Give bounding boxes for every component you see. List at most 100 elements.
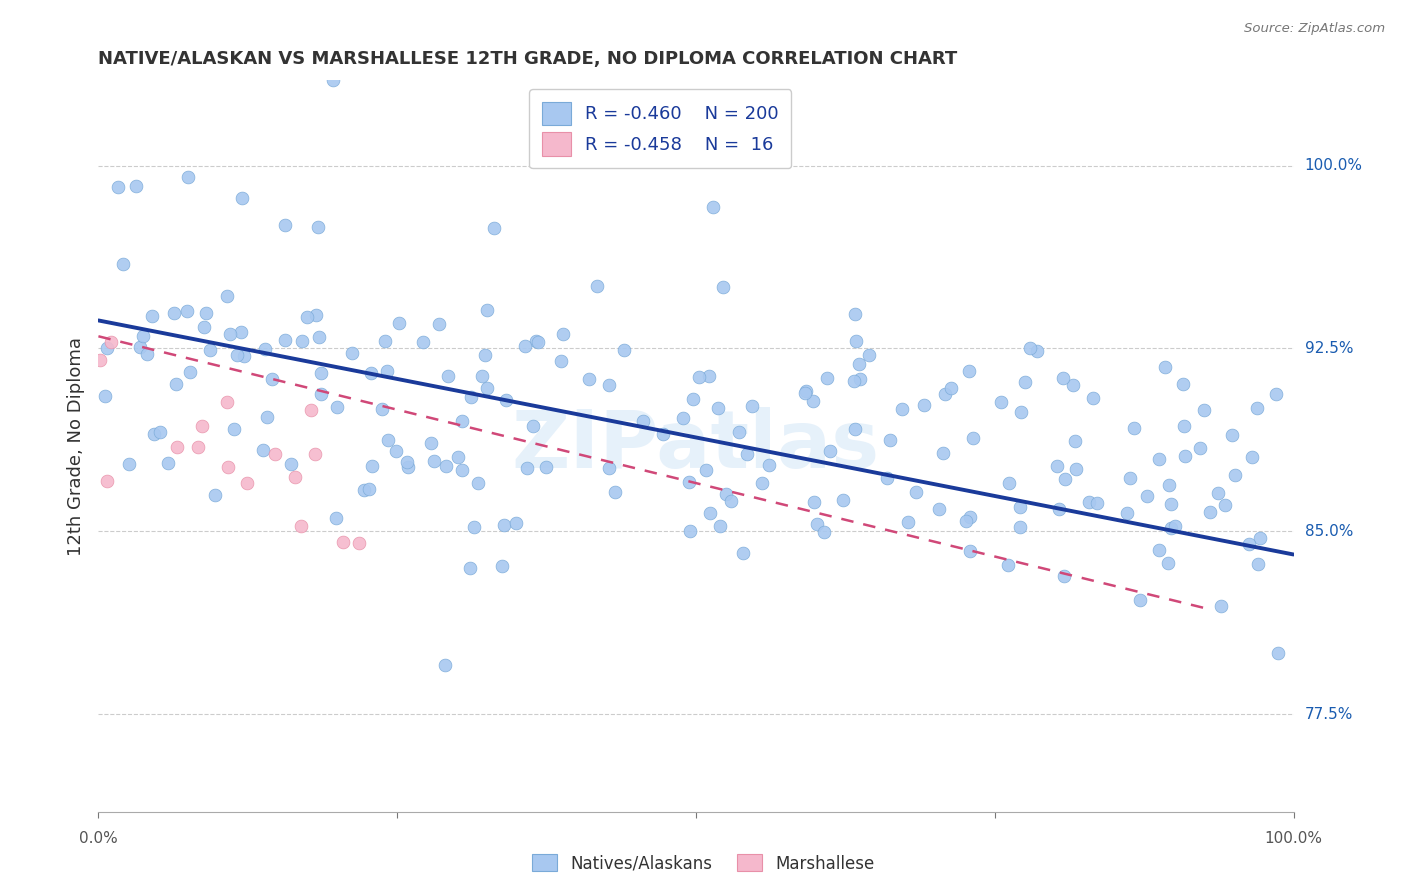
Point (1192, 403, 1215, 417)
Point (1223, 468, 1246, 483)
Point (100, 334, 122, 349)
Point (731, 546, 754, 560)
Point (1010, 405, 1032, 419)
Point (815, 371, 838, 385)
Point (912, 398, 935, 412)
Point (305, 308, 328, 322)
Point (198, 343, 221, 357)
Point (256, 409, 278, 424)
Point (377, 433, 399, 447)
Point (423, 453, 446, 467)
Point (447, 450, 470, 464)
Point (231, 325, 253, 339)
Point (290, 519, 312, 533)
Point (735, 448, 758, 462)
Point (1174, 450, 1197, 464)
Point (460, 390, 482, 404)
Point (311, 387, 333, 401)
Point (156, 456, 179, 470)
Point (1008, 500, 1031, 515)
Point (225, 348, 247, 362)
Point (215, 395, 238, 409)
Point (1159, 478, 1181, 492)
Point (990, 395, 1012, 409)
Point (1147, 543, 1170, 558)
Point (598, 378, 620, 392)
Text: 100.0%: 100.0% (1264, 831, 1323, 847)
Point (1160, 521, 1182, 535)
Point (374, 334, 396, 348)
Point (326, 400, 349, 414)
Point (1077, 495, 1099, 509)
Point (284, 470, 307, 484)
Point (1237, 537, 1260, 551)
Point (932, 446, 955, 460)
Point (845, 334, 868, 348)
Point (1198, 505, 1220, 519)
Y-axis label: 12th Grade, No Diploma: 12th Grade, No Diploma (66, 336, 84, 556)
Point (1019, 341, 1042, 355)
Point (527, 334, 550, 349)
Point (96, 474, 118, 488)
Point (858, 348, 880, 362)
Point (299, 403, 322, 417)
Point (1157, 556, 1180, 570)
Point (939, 382, 962, 396)
Point (793, 386, 815, 401)
Point (1064, 462, 1087, 476)
Point (1173, 419, 1195, 434)
Point (222, 421, 245, 435)
Point (359, 482, 381, 496)
Point (1267, 646, 1289, 660)
Text: 0.0%: 0.0% (79, 831, 118, 847)
Point (1189, 441, 1212, 455)
Point (94, 389, 117, 403)
Point (997, 558, 1019, 573)
Point (905, 485, 928, 500)
Point (280, 457, 302, 471)
Point (118, 457, 141, 471)
Point (482, 221, 505, 235)
Point (128, 340, 150, 354)
Point (813, 525, 835, 540)
Point (360, 458, 382, 473)
Text: NATIVE/ALASKAN VS MARSHALLESE 12TH GRADE, NO DIPLOMA CORRELATION CHART: NATIVE/ALASKAN VS MARSHALLESE 12TH GRADE… (98, 50, 957, 68)
Point (758, 458, 780, 473)
Point (176, 169, 198, 184)
Point (1053, 473, 1076, 487)
Point (959, 543, 981, 558)
Point (193, 319, 215, 334)
Point (1136, 489, 1159, 503)
Point (125, 179, 148, 194)
Point (131, 329, 153, 343)
Point (695, 463, 717, 477)
Point (219, 327, 242, 342)
Point (707, 401, 730, 416)
Point (340, 346, 363, 360)
Point (848, 357, 870, 371)
Point (522, 419, 544, 434)
Point (505, 516, 527, 530)
Point (1122, 421, 1144, 435)
Point (204, 488, 226, 502)
Point (586, 279, 609, 293)
Point (844, 422, 866, 436)
Text: 77.5%: 77.5% (1305, 706, 1353, 722)
Point (513, 338, 536, 352)
Point (702, 200, 724, 214)
Point (231, 191, 253, 205)
Point (603, 485, 626, 500)
Point (1046, 458, 1069, 473)
Point (471, 369, 494, 384)
Point (682, 392, 704, 406)
Point (492, 517, 515, 532)
Point (1025, 343, 1047, 358)
Point (347, 536, 370, 550)
Point (1085, 496, 1108, 510)
Point (928, 502, 950, 516)
Point (806, 516, 828, 531)
Point (876, 471, 898, 485)
Point (1052, 370, 1074, 384)
Point (353, 483, 375, 498)
Point (679, 524, 702, 538)
